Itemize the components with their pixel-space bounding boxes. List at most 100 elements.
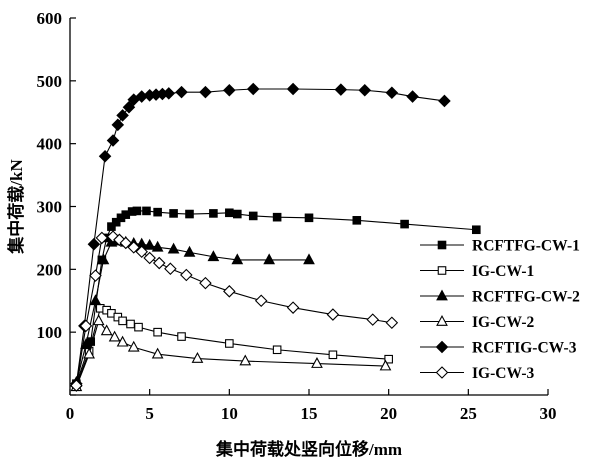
- data-point: [223, 285, 236, 298]
- data-point: [143, 251, 156, 265]
- legend-entry: IG-CW-1: [420, 263, 534, 280]
- data-point: [153, 207, 162, 217]
- series-ig-cw-1: [72, 303, 393, 390]
- legend-marker: [437, 240, 447, 250]
- data-point: [286, 82, 300, 96]
- series-ig-cw-2: [70, 314, 392, 392]
- data-point: [175, 85, 188, 99]
- data-point: [70, 379, 83, 392]
- series-rcftig-cw-3: [70, 82, 451, 390]
- legend-entry: RCFTIG-CW-3: [420, 340, 577, 357]
- data-point: [352, 216, 362, 225]
- data-point: [122, 100, 136, 114]
- data-point: [142, 206, 151, 216]
- data-point: [167, 242, 180, 254]
- data-point: [127, 340, 140, 352]
- legend-entry: IG-CW-2: [420, 314, 535, 331]
- data-point: [438, 94, 451, 108]
- data-point: [358, 83, 372, 97]
- data-point: [379, 359, 392, 371]
- data-point: [116, 109, 129, 122]
- data-point: [328, 350, 338, 360]
- data-point: [118, 316, 127, 326]
- data-point: [126, 319, 135, 329]
- data-point: [225, 208, 234, 218]
- x-tick-label: 5: [145, 404, 154, 423]
- x-tick-label: 0: [66, 404, 75, 423]
- data-point: [254, 294, 268, 308]
- data-point: [191, 351, 204, 363]
- legend-marker: [436, 289, 448, 301]
- data-point: [98, 149, 112, 163]
- legend-label: RCFTIG-CW-3: [472, 340, 577, 357]
- data-point: [272, 345, 282, 355]
- data-point: [116, 335, 129, 347]
- data-point: [225, 339, 234, 348]
- data-point: [164, 262, 177, 275]
- data-point: [183, 245, 196, 257]
- data-point: [162, 87, 176, 100]
- data-point: [151, 240, 164, 252]
- legend-label: RCFTFG-CW-2: [472, 289, 580, 306]
- data-point: [199, 276, 212, 290]
- legend-entry: IG-CW-3: [420, 365, 535, 382]
- data-point: [153, 327, 162, 337]
- data-point: [223, 83, 236, 97]
- y-tick-label: 500: [37, 72, 63, 91]
- data-point: [400, 219, 409, 229]
- legend-label: IG-CW-2: [472, 314, 535, 331]
- y-tick-label: 600: [37, 9, 63, 28]
- y-axis-title: 集中荷载/kN: [6, 159, 26, 255]
- data-point: [169, 209, 178, 218]
- data-point: [135, 245, 148, 259]
- legend-marker: [437, 266, 447, 275]
- data-point: [152, 256, 166, 270]
- legend-label: RCFTFG-CW-1: [472, 238, 580, 255]
- data-point: [97, 253, 110, 265]
- data-point: [384, 354, 393, 364]
- x-axis-title: 集中荷载处竖向位移/mm: [215, 439, 402, 459]
- data-point: [239, 354, 252, 366]
- data-point: [326, 308, 340, 321]
- data-point: [286, 301, 300, 314]
- data-point: [272, 212, 282, 222]
- data-point: [87, 237, 101, 251]
- legend-label: IG-CW-1: [472, 263, 534, 280]
- data-point: [311, 357, 323, 368]
- legend-label: IG-CW-3: [472, 365, 535, 382]
- legend-entry: RCFTFG-CW-2: [420, 289, 580, 306]
- data-point: [177, 332, 186, 341]
- data-point: [304, 213, 314, 223]
- data-point: [471, 225, 481, 235]
- data-point: [108, 330, 121, 342]
- x-tick-label: 15: [301, 404, 318, 423]
- x-tick-label: 20: [380, 404, 397, 423]
- series-rcftfg-cw-1: [72, 206, 481, 388]
- legend-entry: RCFTFG-CW-1: [420, 238, 580, 255]
- data-point: [107, 222, 116, 231]
- y-tick-label: 200: [37, 260, 63, 279]
- data-point: [143, 238, 156, 250]
- data-point: [89, 269, 102, 282]
- data-point: [248, 211, 258, 221]
- data-point: [334, 83, 348, 96]
- x-tick-label: 10: [221, 404, 238, 423]
- data-point: [100, 324, 113, 336]
- data-point: [263, 253, 276, 265]
- data-point: [246, 82, 260, 96]
- data-point: [233, 209, 242, 219]
- data-point: [385, 316, 399, 330]
- data-point: [119, 236, 133, 250]
- y-tick-label: 100: [37, 323, 63, 342]
- x-tick-label: 30: [540, 404, 557, 423]
- data-point: [366, 313, 380, 326]
- data-point: [111, 217, 121, 227]
- legend-marker: [435, 366, 449, 379]
- data-point: [127, 241, 141, 254]
- data-point: [185, 209, 194, 219]
- y-tick-label: 400: [37, 135, 63, 154]
- data-point: [111, 118, 125, 132]
- data-point: [89, 294, 102, 306]
